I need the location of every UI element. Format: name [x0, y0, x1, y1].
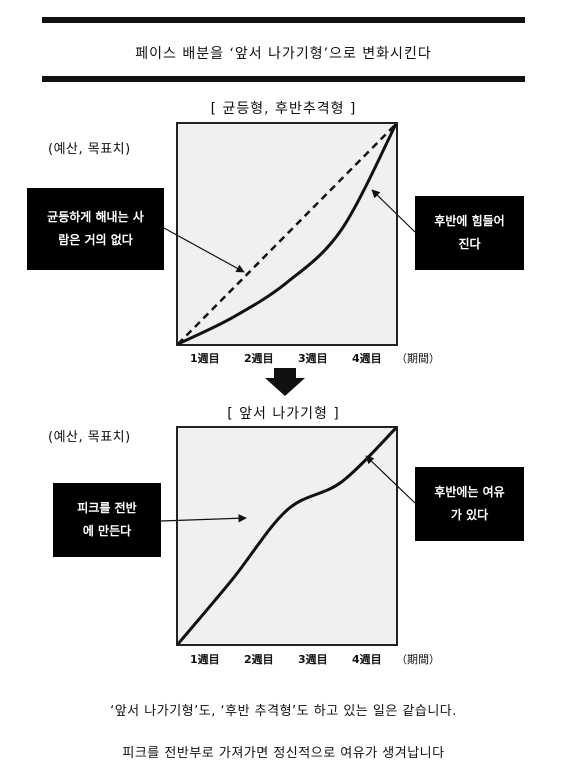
top-callout-right: 후반에 힘들어 진다: [415, 196, 524, 270]
top-tick-3: 3週目: [298, 352, 328, 365]
chart2-series-1-line: [176, 426, 398, 645]
header-title: 페이스 배분을 ‘앞서 나가기형’으로 변화시킨다: [135, 46, 432, 62]
top-tick-1: 1週目: [190, 352, 220, 365]
header-top-rule: [42, 17, 525, 23]
bottom-callout-left: 피크를 전반 에 만든다: [53, 483, 161, 557]
bottom-tick-3: 3週目: [298, 653, 328, 666]
bottom-left-leader: [160, 514, 247, 523]
chart1-series-2-line: [177, 123, 398, 346]
top-tick-4: 4週目: [352, 352, 382, 365]
bottom-tick-period: （期間）: [396, 653, 440, 666]
caption-line-2: 피크를 전반부로 가져가면 정신적으로 여유가 생겨납니다: [122, 746, 445, 761]
top-chart-ylabel: (예산, 목표치): [48, 142, 131, 157]
top-left-leader: [163, 227, 245, 273]
top-right-leader: [371, 189, 416, 233]
bottom-right-leader: [365, 455, 416, 504]
bottom-chart-ylabel: (예산, 목표치): [48, 430, 131, 445]
bottom-tick-4: 4週目: [352, 653, 382, 666]
top-callout-left: 균등하게 해내는 사 람은 거의 없다: [27, 188, 164, 270]
transition-arrow-icon: [265, 368, 305, 396]
header-bottom-rule: [42, 76, 525, 82]
bottom-tick-2: 2週目: [244, 653, 274, 666]
top-tick-period: （期間）: [396, 352, 440, 365]
bottom-callout-right: 후반에는 여유 가 있다: [415, 467, 524, 541]
caption-line-1: ‘앞서 나가기형’도, ‘후반 추격형’도 하고 있는 일은 같습니다.: [110, 704, 457, 719]
top-tick-2: 2週目: [244, 352, 274, 365]
bottom-tick-1: 1週目: [190, 653, 220, 666]
bottom-chart-title: [ 앞서 나가기형 ]: [227, 406, 340, 422]
top-chart-title: [ 균등형, 후반추격형 ]: [210, 101, 357, 117]
chart1-series-1-line: [177, 123, 397, 345]
